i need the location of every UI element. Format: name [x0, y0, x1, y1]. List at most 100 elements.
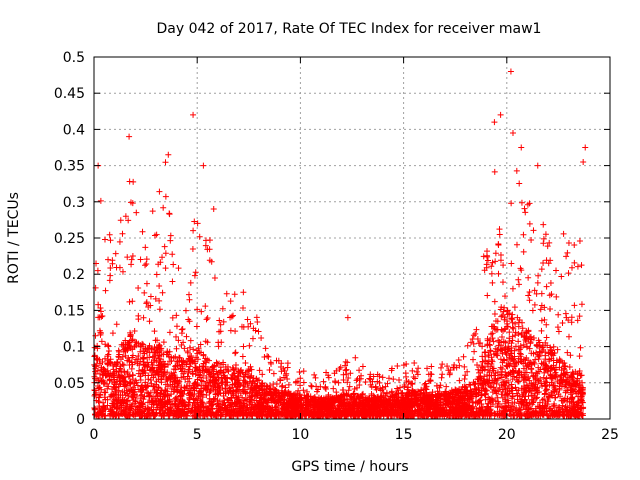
data-point [457, 389, 464, 396]
data-point [433, 382, 440, 389]
data-point [172, 400, 179, 407]
data-point [508, 200, 515, 207]
data-point [270, 370, 277, 377]
data-point [509, 333, 516, 340]
data-point [430, 405, 437, 412]
data-point [498, 346, 505, 353]
data-point [553, 359, 560, 366]
data-point [498, 304, 505, 311]
data-point [191, 218, 198, 225]
data-point [421, 381, 428, 388]
data-point [524, 201, 531, 208]
data-point [129, 298, 136, 305]
data-point [186, 296, 193, 303]
data-point [390, 376, 397, 383]
data-point [156, 399, 163, 406]
data-point [515, 387, 522, 394]
data-point [122, 213, 129, 220]
data-point [467, 339, 474, 346]
data-point [356, 381, 363, 388]
data-point [506, 410, 513, 417]
data-point [564, 249, 571, 256]
data-point [539, 396, 546, 403]
data-point [512, 343, 519, 350]
data-point [121, 379, 128, 386]
data-point [186, 382, 193, 389]
data-point [462, 384, 469, 391]
data-point [108, 407, 115, 414]
data-point [135, 353, 142, 360]
data-point [404, 412, 411, 419]
data-point [208, 384, 215, 391]
data-point [488, 357, 495, 364]
data-point [174, 380, 181, 387]
data-point [370, 395, 377, 402]
data-point [538, 266, 545, 273]
chart-title: Day 042 of 2017, Rate Of TEC Index for r… [157, 21, 542, 37]
data-point [288, 399, 295, 406]
data-point [531, 385, 538, 392]
data-point [164, 348, 171, 355]
data-point [442, 389, 449, 396]
data-point [500, 386, 507, 393]
data-point [481, 267, 488, 274]
data-point [229, 364, 236, 371]
data-point [489, 335, 496, 342]
data-point [425, 392, 432, 399]
data-point [156, 297, 163, 304]
data-point [352, 354, 359, 361]
data-point [579, 379, 586, 386]
data-point [495, 342, 502, 349]
data-point [138, 400, 145, 407]
data-point [506, 335, 513, 342]
data-point [400, 395, 407, 402]
data-point [160, 339, 167, 346]
data-point [211, 379, 218, 386]
data-point [475, 373, 482, 380]
data-point [446, 371, 453, 378]
data-point [173, 312, 180, 319]
data-point [227, 384, 234, 391]
data-point [398, 390, 405, 397]
data-point [506, 352, 513, 359]
data-point [162, 159, 169, 166]
data-point [531, 287, 538, 294]
data-point [444, 363, 451, 370]
data-point [97, 392, 104, 399]
data-point [178, 374, 185, 381]
data-point [533, 341, 540, 348]
data-point [323, 369, 330, 376]
data-point [153, 389, 160, 396]
data-point [568, 407, 575, 414]
data-point [567, 352, 574, 359]
data-point [414, 397, 421, 404]
data-point [467, 387, 474, 394]
data-point [258, 380, 265, 387]
data-point [409, 367, 416, 374]
data-point [368, 383, 375, 390]
data-point [295, 387, 302, 394]
data-point [468, 394, 475, 401]
data-point [217, 321, 224, 328]
data-point [99, 408, 106, 415]
data-point [144, 363, 151, 370]
data-point [197, 403, 204, 410]
data-point [175, 337, 182, 344]
data-point [574, 263, 581, 270]
data-point [97, 375, 104, 382]
data-point [158, 366, 165, 373]
data-point [425, 371, 432, 378]
data-point [511, 353, 518, 360]
data-point [331, 370, 338, 377]
data-point [547, 280, 554, 287]
data-point [544, 412, 551, 419]
data-point [107, 393, 114, 400]
data-point [99, 313, 106, 320]
data-point [317, 383, 324, 390]
data-point [550, 411, 557, 418]
data-point [350, 401, 357, 408]
data-point [214, 370, 221, 377]
data-point [114, 359, 121, 366]
data-point [95, 301, 102, 308]
data-point [137, 395, 144, 402]
